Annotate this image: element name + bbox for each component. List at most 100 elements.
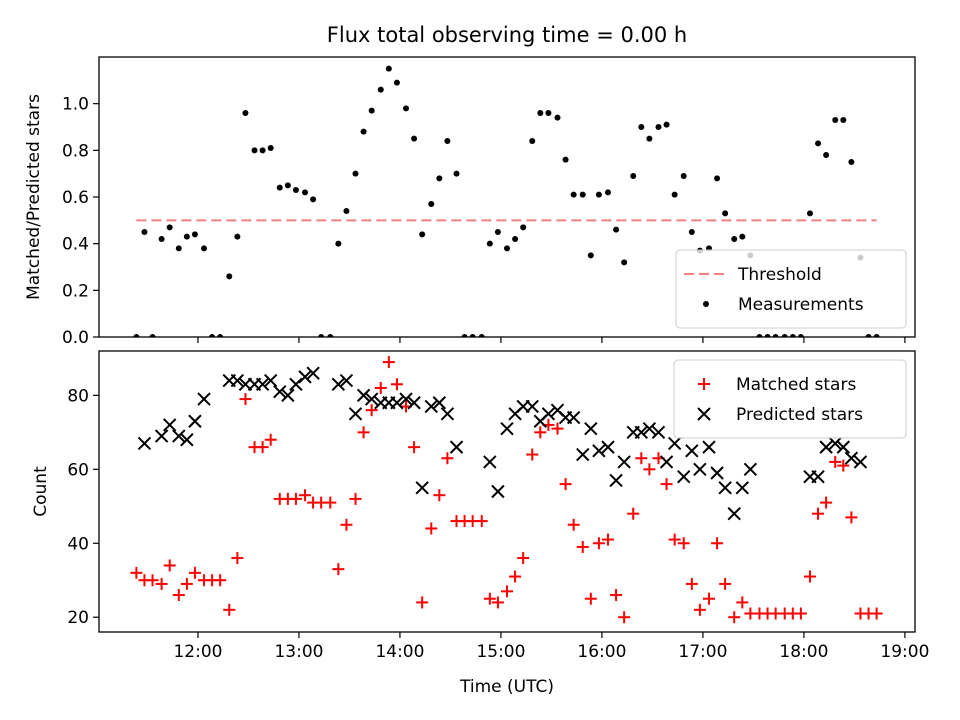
matched-star-marker [576,540,589,553]
matched-star-marker [433,489,446,502]
predicted-star-marker-b [718,481,732,495]
measurement-point [621,259,628,266]
matched-star-marker [390,378,403,391]
predicted-star-marker [399,392,413,406]
predicted-star-marker [263,373,278,388]
predicted-star-marker [853,455,868,469]
predicted-star-marker [432,396,447,410]
y-tick-label: 0.2 [62,281,89,301]
legend-label: Threshold [737,265,822,285]
matched-star-marker [601,533,614,546]
matched-star-marker [610,589,623,602]
measurement-point [149,334,156,337]
predicted-star-marker-b [306,366,320,380]
measurement-point [722,210,729,217]
matched-star-marker [643,463,656,476]
x-tick-label: 14:00 [375,642,424,662]
measurement-point [352,170,359,177]
measurement-point [209,334,216,337]
ratio-panel: 0.0 0.2 0.4 0.6 0.8 1.0 Matched/Predicted star… [24,56,916,348]
measurement-point [570,191,577,198]
predicted-star-marker-b [743,462,758,477]
matched-star-marker [660,478,673,491]
matched-star-marker [618,611,631,624]
matched-star-marker [408,441,421,454]
predicted-star-marker [584,421,598,436]
measurement-point [797,334,804,337]
predicted-star-marker [718,481,732,495]
predicted-star-marker [424,399,438,414]
x-tick-label: 17:00 [678,642,727,662]
measurement-point [292,187,299,193]
predicted-star-marker-b [339,373,354,388]
matched-star-marker [155,577,168,590]
predicted-star-marker [525,399,539,414]
axes-frame [98,350,916,633]
predicted-star-marker-b [844,451,859,465]
measurement-point [453,170,460,177]
matched-star-marker [559,478,572,491]
predicted-star-marker-b [659,455,674,469]
predicted-star-marker-b [525,399,539,414]
measurement-point [385,65,392,72]
predicted-star-marker-b [651,425,666,440]
predicted-star-marker [273,384,287,399]
predicted-star-marker [541,407,556,421]
x-axis-label: Time (UTC) [459,677,554,697]
y-tick-label: 60 [67,460,89,480]
matched-star-marker [829,455,842,468]
matched-star-marker [180,577,193,590]
predicted-star-marker [172,429,186,443]
matched-star-marker [685,577,698,590]
predicted-star-marker [364,392,379,406]
predicted-star-marker-b [483,455,497,469]
matched-star-marker [349,492,362,505]
x-tick-label: 15:00 [476,642,525,662]
x-tick-label: 13:00 [274,642,323,662]
measurement-point [731,236,738,242]
predicted-star-marker-b [836,440,851,454]
predicted-star-marker-b [566,410,581,425]
measurement-point [133,334,140,337]
predicted-star-marker [449,440,464,454]
matched-star-marker [517,552,530,565]
matched-star-marker [324,496,337,509]
matched-star-marker [340,518,353,531]
predicted-star-marker [331,377,346,391]
measurement-point [688,229,695,235]
y-axis-label: Matched/Predicted stars [24,94,44,300]
predicted-star-marker-b [828,436,842,451]
predicted-star-marker-b [592,444,606,458]
predicted-star-marker-b [172,429,186,443]
legend: Matched stars Predicted stars [673,359,907,439]
measurement-point [141,229,148,235]
matched-star-marker [627,507,640,520]
measurement-point [756,334,763,337]
matched-star-marker [509,570,522,583]
matched-star-marker [239,393,252,406]
measurement-point [562,156,569,163]
predicted-star-marker [483,455,497,469]
predicted-star-marker-b [263,373,278,388]
matched-star-marker [172,589,185,602]
measurement-point [234,233,241,240]
legend-box [673,359,907,439]
measurement-point [504,245,510,252]
matched-star-marker [526,448,539,461]
matched-star-marker [332,563,345,576]
y-tick-label: 20 [67,608,89,628]
measurement-point [595,191,602,198]
matched-star-marker [728,611,741,624]
predicted-star-marker [811,470,825,484]
measurement-point [183,233,190,240]
predicted-star-marker-b [693,462,707,477]
matched-star-marker [299,489,312,502]
predicted-star-marker [339,373,354,388]
matched-star-marker [812,507,825,520]
measurement-point [832,117,839,123]
measurement-point [554,114,561,121]
measurement-point [680,173,687,179]
matched-star-marker [163,559,176,572]
matched-star-marker [374,381,387,394]
matched-star-marker [736,596,749,609]
